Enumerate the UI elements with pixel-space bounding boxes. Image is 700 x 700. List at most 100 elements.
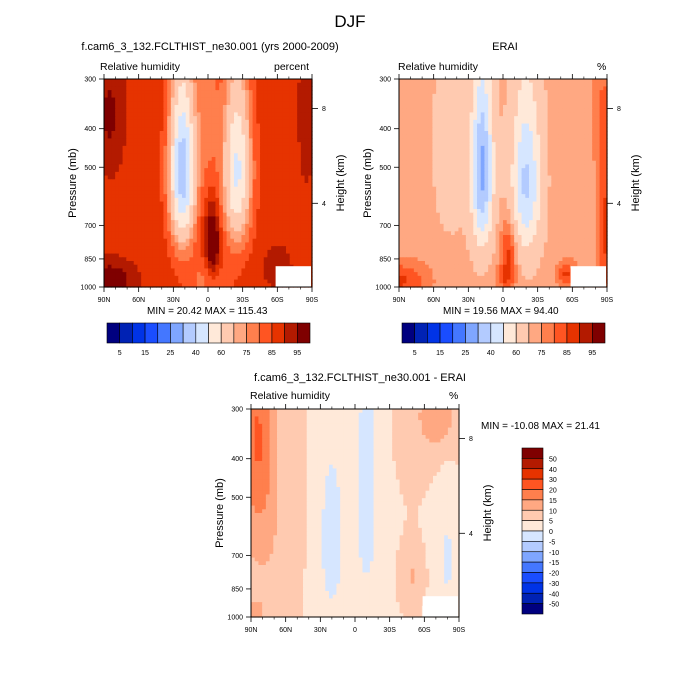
- contour-cell: [428, 105, 434, 110]
- contour-cell: [402, 171, 408, 177]
- contour-cell: [308, 79, 313, 84]
- contour-cell: [529, 105, 534, 110]
- contour-cell: [222, 209, 228, 214]
- contour-cell: [297, 164, 302, 169]
- contour-cell: [406, 179, 411, 184]
- contour-cell: [237, 205, 243, 210]
- contour-cell: [156, 227, 161, 232]
- contour-cell: [159, 205, 165, 210]
- contour-cell: [133, 153, 139, 158]
- contour-cell: [540, 179, 545, 184]
- contour-cell: [133, 134, 139, 140]
- contour-cell: [454, 171, 460, 177]
- contour-cell: [274, 253, 280, 258]
- contour-cell: [115, 142, 120, 147]
- contour-cell: [215, 257, 220, 262]
- contour-cell: [297, 168, 302, 173]
- contour-cell: [215, 171, 220, 177]
- contour-cell: [599, 157, 604, 162]
- contour-cell: [118, 279, 124, 284]
- contour-cell: [219, 145, 224, 151]
- contour-cell: [304, 97, 309, 102]
- contour-cell: [263, 79, 269, 84]
- contour-cell: [480, 119, 486, 125]
- contour-cell: [241, 127, 246, 132]
- contour-cell: [230, 212, 235, 218]
- contour-cell: [484, 134, 489, 140]
- contour-cell: [241, 231, 246, 236]
- contour-cell: [222, 268, 228, 273]
- contour-cell: [200, 153, 205, 158]
- contour-cell: [592, 90, 597, 95]
- contour-cell: [417, 116, 422, 121]
- contour-cell: [193, 242, 198, 247]
- contour-cell: [592, 93, 597, 99]
- contour-cell: [226, 242, 231, 247]
- contour-cell: [111, 160, 116, 166]
- contour-cell: [204, 108, 209, 114]
- contour-cell: [115, 197, 120, 203]
- contour-cell: [581, 145, 586, 151]
- contour-cell: [156, 160, 161, 166]
- contour-cell: [282, 112, 287, 117]
- contour-cell: [480, 105, 486, 110]
- contour-cell: [237, 112, 243, 117]
- contour-cell: [443, 82, 448, 88]
- contour-cell: [421, 168, 426, 173]
- contour-cell: [156, 149, 161, 154]
- contour-cell: [599, 168, 604, 173]
- contour-cell: [193, 216, 198, 221]
- contour-cell: [237, 171, 243, 177]
- contour-cell: [566, 123, 571, 128]
- contour-cell: [211, 205, 217, 210]
- contour-cell: [603, 101, 608, 106]
- contour-cell: [555, 164, 560, 169]
- contour-cell: [595, 105, 601, 110]
- contour-cell: [413, 186, 419, 192]
- contour-cell: [304, 153, 309, 158]
- contour-cell: [293, 108, 298, 114]
- contour-cell: [104, 153, 109, 158]
- contour-cell: [234, 235, 239, 240]
- contour-cell: [517, 149, 523, 154]
- contour-cell: [547, 138, 552, 143]
- contour-cell: [271, 186, 276, 192]
- contour-cell: [115, 209, 120, 214]
- contour-cell: [182, 235, 187, 240]
- contour-cell: [551, 164, 556, 169]
- contour-cell: [211, 272, 217, 277]
- contour-cell: [178, 264, 183, 270]
- contour-cell: [592, 179, 597, 184]
- contour-cell: [156, 257, 161, 262]
- contour-cell: [304, 145, 309, 151]
- contour-cell: [300, 105, 306, 110]
- contour-cell: [256, 209, 261, 214]
- contour-cell: [417, 145, 422, 151]
- contour-cell: [417, 138, 422, 143]
- contour-cell: [104, 108, 109, 114]
- contour-cell: [193, 249, 198, 255]
- contour-cell: [196, 275, 202, 281]
- contour-cell: [462, 108, 467, 114]
- panel-obs-minmax: MIN = 19.56 MAX = 94.40: [443, 306, 559, 317]
- contour-cell: [115, 264, 120, 270]
- contour-cell: [588, 186, 593, 192]
- contour-cell: [286, 119, 291, 125]
- contour-cell: [237, 116, 243, 121]
- contour-cell: [503, 142, 508, 147]
- contour-cell: [595, 149, 601, 154]
- colorbar-box: [220, 322, 235, 344]
- contour-cell: [185, 283, 191, 288]
- contour-cell: [204, 168, 209, 173]
- contour-cell: [469, 138, 474, 143]
- contour-cell: [521, 149, 526, 154]
- contour-cell: [174, 116, 179, 121]
- contour-cell: [282, 253, 287, 258]
- contour-cell: [595, 183, 601, 188]
- contour-cell: [256, 97, 261, 102]
- contour-cell: [237, 257, 243, 262]
- contour-cell: [506, 86, 512, 91]
- contour-cell: [137, 268, 142, 273]
- contour-cell: [297, 197, 302, 203]
- contour-cell: [421, 82, 426, 88]
